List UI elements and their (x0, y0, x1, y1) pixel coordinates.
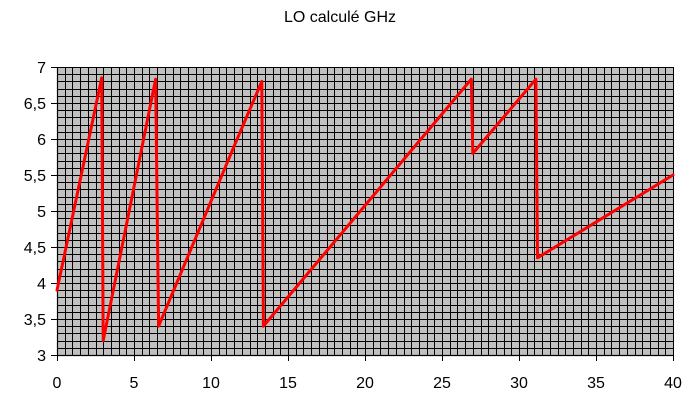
y-tick-label: 4,5 (24, 240, 46, 257)
x-tick-label: 20 (356, 375, 374, 392)
chart-title: LO calculé GHz (284, 9, 396, 26)
x-axis-tick-labels: 0 5 10 15 20 25 30 35 40 (53, 375, 682, 392)
series-layer (55, 76, 675, 343)
y-tick-label: 3 (37, 348, 46, 365)
y-tick-label: 5 (37, 204, 46, 221)
x-tick-label: 10 (202, 375, 220, 392)
y-tick-label: 6 (37, 132, 46, 149)
y-tick-label: 3,5 (24, 312, 46, 329)
x-tick-label: 0 (53, 375, 62, 392)
x-tick-label: 15 (279, 375, 297, 392)
x-tick-label: 40 (664, 375, 682, 392)
x-tick-label: 25 (433, 375, 451, 392)
x-tick-label: 30 (510, 375, 528, 392)
x-tick-label: 5 (130, 375, 139, 392)
y-tick-label: 6,5 (24, 96, 46, 113)
y-tick-label: 5,5 (24, 168, 46, 185)
x-tick-label: 35 (587, 375, 605, 392)
axes (51, 67, 674, 361)
y-axis-tick-labels: 3 3,5 4 4,5 5 5,5 6 6,5 7 (24, 60, 46, 365)
y-tick-label: 7 (37, 60, 46, 77)
y-tick-label: 4 (37, 276, 46, 293)
